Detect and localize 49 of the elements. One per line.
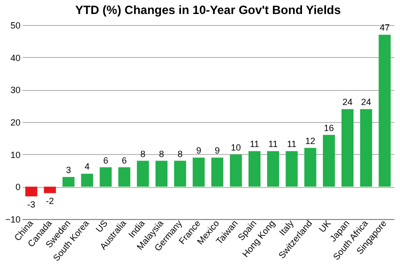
bar [211,158,224,187]
y-tick-label: 30 [10,85,20,96]
data-label: 16 [324,122,334,133]
bar [192,158,205,187]
y-tick-label: 50 [10,20,20,30]
bar [25,186,38,196]
bar [342,109,354,187]
bar [118,167,130,187]
bar [360,109,372,187]
data-label: 24 [361,97,372,108]
data-label: -2 [46,196,54,206]
data-label: 9 [214,146,220,156]
data-label: 24 [342,97,353,108]
data-label: 8 [158,148,164,159]
bar [248,151,260,187]
x-tick-label: UK [317,218,333,234]
bar [378,34,391,187]
y-tick-label: −10 [5,214,20,224]
data-label: -3 [27,199,36,210]
data-label: 47 [380,22,390,33]
data-label: 11 [268,139,278,150]
bar [230,154,242,187]
data-label: 8 [140,148,146,159]
data-label: 3 [66,164,72,175]
y-tick-label: 0 [15,182,20,192]
data-label: 10 [230,142,241,152]
bar [136,160,149,187]
bar [267,151,280,187]
bar [100,167,112,187]
bar [304,148,316,187]
data-label: 12 [305,136,316,146]
y-tick-label: 40 [10,52,20,63]
data-label: 4 [84,162,90,172]
y-tick-label: 20 [10,118,20,128]
data-label: 9 [196,146,202,156]
data-label: 11 [250,139,260,150]
bar [44,186,56,194]
bar [286,151,298,187]
chart-title: YTD (%) Changes in 10-Year Gov't Bond Yields [75,3,342,17]
bar [156,160,168,187]
y-tick-label: 10 [10,150,20,160]
bar [62,176,74,187]
bar [81,174,94,187]
bar [322,134,335,187]
data-label: 8 [178,148,183,159]
data-label: 6 [103,155,108,166]
data-label: 11 [287,139,296,150]
data-label: 6 [122,155,127,166]
bar [174,160,186,187]
